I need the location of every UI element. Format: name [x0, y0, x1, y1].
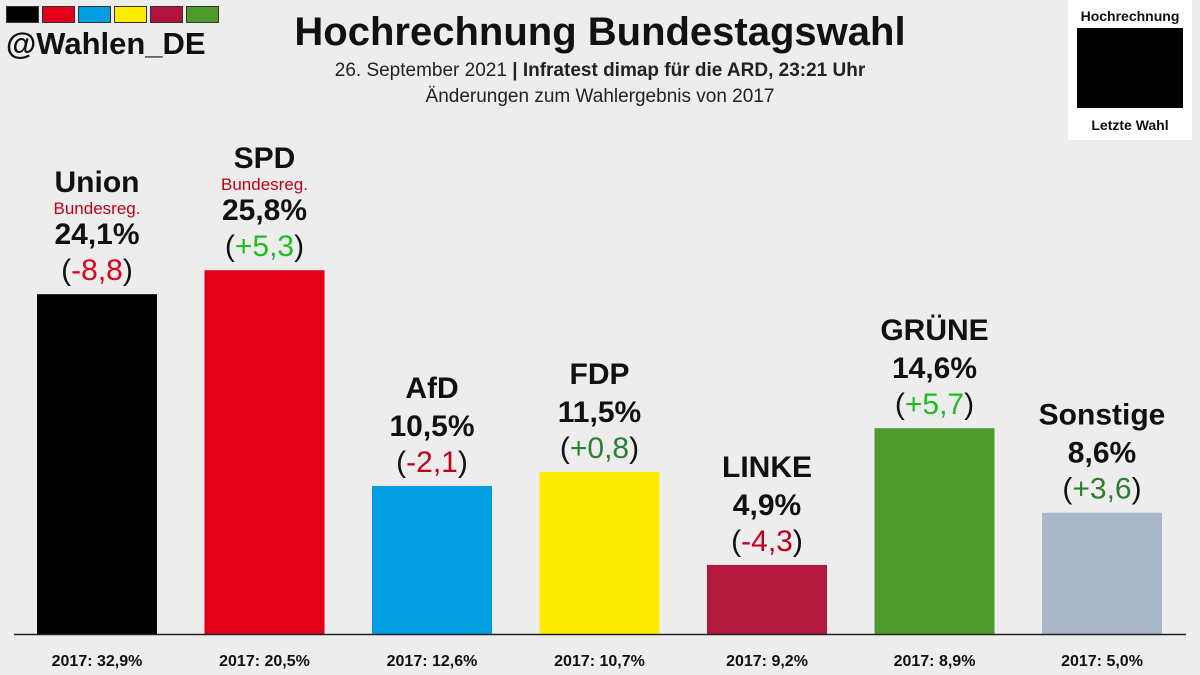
subtitle-date: 26. September 2021 [334, 60, 507, 81]
chart-note: Änderungen zum Wahlergebnis von 2017 [425, 86, 775, 107]
value-label: 4,9% [733, 489, 801, 522]
previous-result-label: 2017: 32,9% [52, 653, 143, 670]
change-label: (-8,8) [61, 254, 133, 287]
change-label: (+5,7) [895, 388, 974, 421]
change-label: (+0,8) [560, 432, 639, 465]
category-label: GRÜNE [880, 314, 988, 347]
category-label: SPD [234, 142, 296, 175]
bar [37, 294, 157, 634]
change-label: (+3,6) [1062, 473, 1141, 506]
brand-color-swatch [6, 6, 39, 23]
brand-color-swatch [186, 6, 219, 23]
brand-color-strip [6, 6, 219, 23]
change-label: (-4,3) [731, 525, 803, 558]
government-note: Bundesreg. [221, 175, 308, 194]
chart-title: Hochrechnung Bundestagswahl [294, 10, 906, 54]
previous-result-label: 2017: 12,6% [387, 653, 478, 670]
bar [1042, 512, 1162, 634]
legend: Hochrechnung Letzte Wahl [1068, 0, 1192, 140]
legend-swatch [1077, 28, 1183, 108]
chart-subtitle: 26. September 2021 | Infratest dimap für… [0, 60, 1200, 82]
legend-top-label: Hochrechnung [1080, 8, 1180, 24]
category-label: Union [55, 166, 140, 199]
brand-color-swatch [150, 6, 183, 23]
previous-result-label: 2017: 20,5% [219, 653, 310, 670]
previous-result-label: 2017: 9,2% [726, 653, 808, 670]
government-note: Bundesreg. [54, 199, 141, 218]
category-label: FDP [570, 358, 630, 391]
change-label: (+5,3) [225, 230, 304, 263]
value-label: 8,6% [1068, 437, 1136, 470]
previous-result-label: 2017: 5,0% [1061, 653, 1143, 670]
subtitle-source: Infratest dimap für die ARD, 23:21 Uhr [522, 60, 866, 81]
change-label: (-2,1) [396, 446, 468, 479]
category-label: LINKE [722, 451, 812, 484]
subtitle-separator: | [512, 60, 518, 81]
bar [874, 428, 995, 634]
bar [707, 564, 827, 634]
value-label: 10,5% [389, 410, 474, 443]
value-label: 24,1% [54, 218, 139, 251]
previous-result-label: 2017: 10,7% [554, 653, 645, 670]
value-label: 25,8% [222, 194, 307, 227]
brand-color-swatch [78, 6, 111, 23]
brand-color-swatch [114, 6, 147, 23]
value-label: 11,5% [558, 396, 641, 429]
previous-result-label: 2017: 8,9% [894, 653, 976, 670]
value-label: 14,6% [892, 352, 977, 385]
bar [204, 270, 325, 634]
brand-color-swatch [42, 6, 75, 23]
bar [372, 485, 492, 634]
account-handle: @Wahlen_DE [6, 26, 206, 61]
bar [539, 471, 660, 634]
category-label: Sonstige [1039, 399, 1166, 432]
category-label: AfD [405, 372, 458, 405]
legend-bottom-label: Letzte Wahl [1091, 117, 1169, 133]
